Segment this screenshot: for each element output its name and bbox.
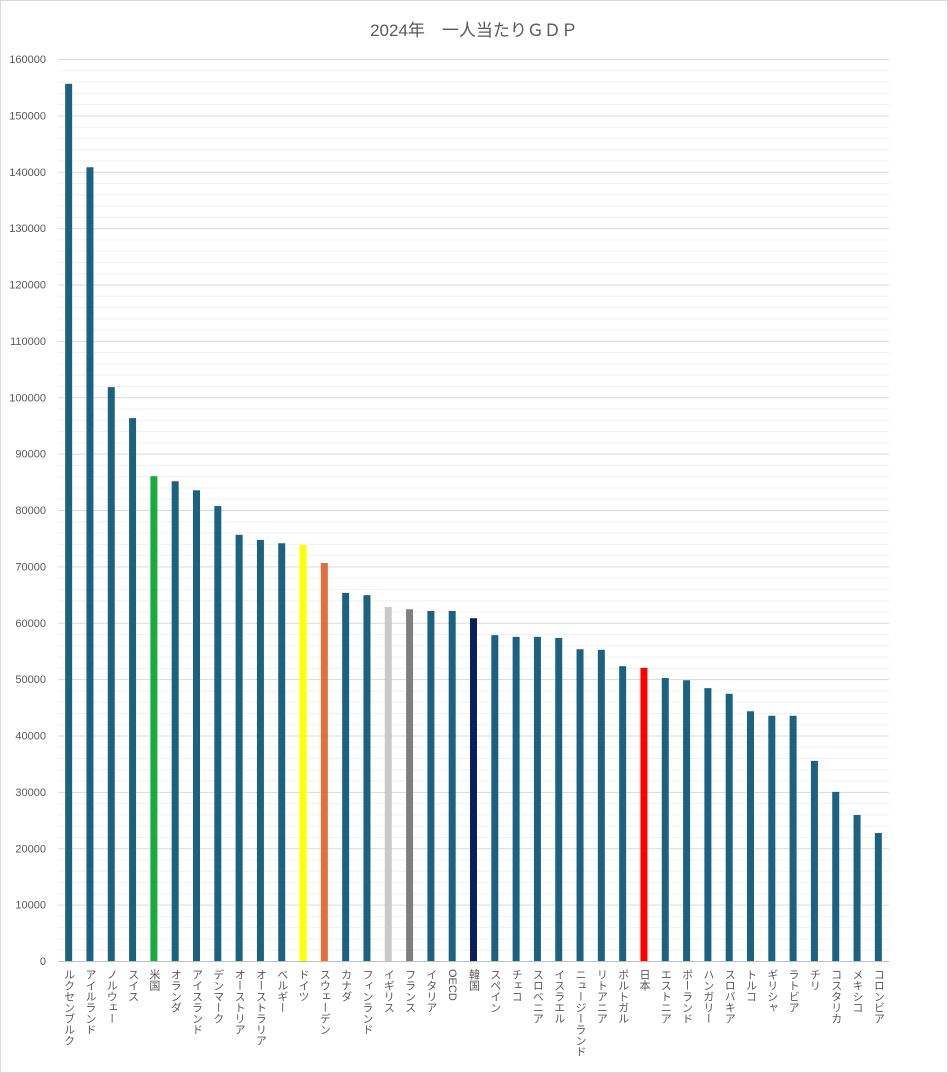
y-tick-label: 120000 [9,280,46,292]
x-tick-label: ギリシャ [765,969,778,1013]
x-tick-label: ベルギー [275,969,288,1013]
x-tick-label: 米国 [147,969,160,991]
bar-3 [129,418,137,961]
x-tick-label: オーストラリア [254,969,267,1046]
y-tick-label: 30000 [15,787,46,799]
x-tick-label: ルクセンブルク [62,969,75,1046]
bar-28 [661,677,669,961]
bar-20 [491,635,499,961]
x-tick-label: スロバキア [723,969,736,1024]
x-tick-label: リトアニア [595,969,608,1024]
x-tick-label: ラトビア [787,969,800,1013]
y-tick-label: 110000 [10,336,46,348]
x-tick-label: イスラエル [552,969,565,1024]
x-tick-label: ポーランド [680,969,693,1024]
bar-21 [512,636,520,961]
x-tick-label: 日本 [637,969,650,991]
y-tick-label: 40000 [15,731,46,743]
x-tick-label: チェコ [510,969,523,1002]
x-tick-label: スイス [126,969,139,1002]
x-tick-label: オランダ [169,969,182,1013]
bar-35 [810,760,818,961]
bar-22 [533,636,541,961]
x-tick-label: トルコ [744,969,757,1002]
bar-36 [832,791,840,961]
y-tick-label: 70000 [15,561,46,573]
bar-0 [65,83,73,962]
bar-38 [874,833,882,961]
bar-4 [150,476,158,961]
x-tick-label: スウェーデン [318,969,331,1035]
bar-26 [619,666,627,961]
bar-8 [235,534,243,961]
x-tick-label: アイスランド [190,969,203,1035]
bar-30 [704,688,712,961]
x-tick-label: エストニア [659,969,672,1024]
chart-title: 2024年 一人当たりＧＤＰ [370,21,578,40]
y-tick-label: 80000 [15,505,46,517]
x-tick-label: フィンランド [360,969,373,1035]
y-tick-label: 90000 [15,449,46,461]
x-tick-label: 韓国 [467,969,480,991]
bar-33 [768,715,776,961]
bar-1 [86,167,94,962]
bar-31 [725,693,733,961]
y-tick-label: 130000 [9,223,46,235]
y-tick-label: 60000 [15,618,46,630]
x-tick-label: ポルトガル [616,969,629,1024]
y-tick-label: 50000 [15,674,46,686]
bar-15 [384,606,392,961]
bar-2 [107,387,115,961]
bar-6 [193,490,200,961]
x-tick-label: ハンガリー [701,969,714,1024]
bar-11 [299,544,307,961]
y-tick-label: 150000 [9,110,46,122]
bar-10 [278,543,286,961]
x-tick-label: カナダ [339,969,352,1002]
x-tick-label: コロンビア [872,969,885,1024]
bar-25 [597,649,605,961]
x-tick-label: オーストリア [233,969,246,1035]
y-tick-label: 0 [40,956,46,968]
y-tick-label: 20000 [15,843,46,855]
y-tick-label: 140000 [9,167,46,179]
bar-19 [470,618,477,961]
bar-16 [406,609,414,961]
bar-9 [256,539,264,961]
bar-27 [640,667,648,961]
y-tick-label: 100000 [9,392,46,404]
bar-32 [747,711,754,961]
bar-29 [683,680,691,961]
x-tick-label: ドイツ [297,969,310,1002]
bar-5 [171,481,179,961]
x-tick-label: デンマーク [211,969,224,1024]
y-tick-label: 160000 [9,54,46,66]
bar-23 [555,637,563,961]
bar-17 [427,610,435,961]
x-tick-label: スロベニア [531,969,544,1024]
x-tick-label: イタリア [424,969,437,1013]
bar-14 [363,595,371,961]
x-tick-label: メキシコ [851,969,864,1013]
x-tick-label: ノルウェー [105,969,118,1024]
x-tick-label: スペイン [488,969,501,1013]
x-tick-label: アイルランド [83,969,96,1035]
x-tick-label: チリ [808,969,821,991]
x-tick-label: イギリス [382,969,395,1013]
bar-24 [576,649,584,961]
y-tick-label: 10000 [15,900,46,912]
bar-13 [342,592,350,961]
bar-37 [853,814,861,961]
bar-12 [320,562,328,961]
bar-18 [448,610,456,961]
bar-7 [214,506,222,961]
x-tick-label: OECD [446,969,459,1001]
x-tick-label: ニュージーランド [574,969,587,1057]
bar-34 [789,715,797,961]
x-tick-label: フランス [403,969,416,1013]
x-tick-label: コスタリカ [829,969,842,1024]
